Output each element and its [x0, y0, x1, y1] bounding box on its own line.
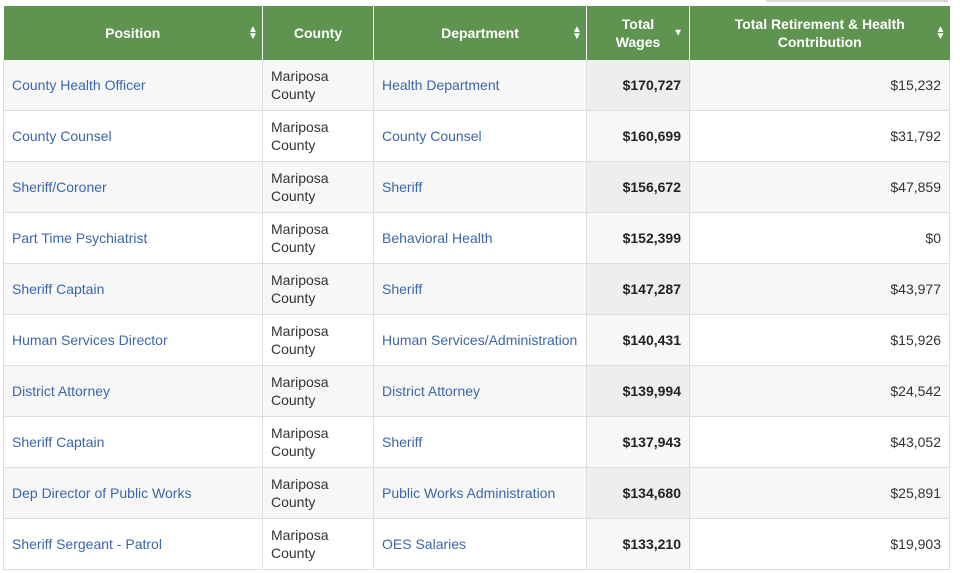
department-link[interactable]: County Counsel	[373, 110, 587, 162]
column-header-county[interactable]: County	[262, 6, 374, 60]
department-link[interactable]: Human Services/Administration	[373, 314, 587, 366]
position-link[interactable]: Sheriff/Coroner	[3, 161, 263, 213]
county-cell: Mariposa County	[262, 314, 374, 366]
county-cell: Mariposa County	[262, 416, 374, 468]
contribution-cell: $15,232	[689, 60, 950, 111]
table-row: County Counsel Mariposa County County Coun…	[3, 110, 950, 162]
contribution-cell: $43,977	[689, 263, 950, 315]
contribution-cell: $0	[689, 212, 950, 264]
county-cell: Mariposa County	[262, 467, 374, 519]
column-header-label: Total Retirement & Health Contribution	[734, 16, 905, 50]
table-row: County Health Officer Mariposa County Heal…	[3, 60, 950, 111]
department-link[interactable]: Sheriff	[373, 161, 587, 213]
position-link[interactable]: County Counsel	[3, 110, 263, 162]
sort-desc-icon[interactable]: ▼	[673, 27, 683, 39]
county-cell: Mariposa County	[262, 161, 374, 213]
salary-table: Position ▲▼ County Department ▲▼ Total W…	[3, 6, 950, 570]
county-cell: Mariposa County	[262, 110, 374, 162]
total-wages-cell: $152,399	[586, 212, 690, 264]
county-cell: Mariposa County	[262, 60, 374, 111]
sort-icon[interactable]: ▲▼	[935, 24, 946, 42]
county-cell: Mariposa County	[262, 263, 374, 315]
total-wages-cell: $139,994	[586, 365, 690, 417]
column-header-label: Total Wages	[615, 16, 661, 50]
total-wages-cell: $137,943	[586, 416, 690, 468]
department-link[interactable]: OES Salaries	[373, 518, 587, 570]
position-link[interactable]: Dep Director of Public Works	[3, 467, 263, 519]
total-wages-cell: $160,699	[586, 110, 690, 162]
table-header-row: Position ▲▼ County Department ▲▼ Total W…	[3, 6, 950, 60]
position-link[interactable]: Part Time Psychiatrist	[3, 212, 263, 264]
search-box-edge	[766, 0, 948, 2]
department-link[interactable]: Health Department	[373, 60, 587, 111]
position-link[interactable]: Human Services Director	[3, 314, 263, 366]
column-header-label: Department	[441, 25, 519, 41]
department-link[interactable]: District Attorney	[373, 365, 587, 417]
column-header-total-wages[interactable]: Total Wages ▼	[586, 6, 690, 60]
position-link[interactable]: Sheriff Captain	[3, 416, 263, 468]
department-link[interactable]: Behavioral Health	[373, 212, 587, 264]
table-row: Sheriff/Coroner Mariposa County Sheriff $15…	[3, 161, 950, 213]
table-row: Sheriff Sergeant - Patrol Mariposa County…	[3, 518, 950, 570]
table-row: District Attorney Mariposa County District…	[3, 365, 950, 417]
column-header-position[interactable]: Position ▲▼	[3, 6, 263, 60]
total-wages-cell: $134,680	[586, 467, 690, 519]
table-row: Human Services Director Mariposa County Hu…	[3, 314, 950, 366]
total-wages-cell: $147,287	[586, 263, 690, 315]
position-link[interactable]: Sheriff Captain	[3, 263, 263, 315]
total-wages-cell: $156,672	[586, 161, 690, 213]
position-link[interactable]: District Attorney	[3, 365, 263, 417]
column-header-department[interactable]: Department ▲▼	[373, 6, 587, 60]
contribution-cell: $31,792	[689, 110, 950, 162]
column-header-contribution[interactable]: Total Retirement & Health Contribution ▲…	[689, 6, 950, 60]
contribution-cell: $43,052	[689, 416, 950, 468]
column-header-label: County	[293, 25, 343, 41]
table-row: Sheriff Captain Mariposa County Sheriff $13…	[3, 416, 950, 468]
position-link[interactable]: County Health Officer	[3, 60, 263, 111]
department-link[interactable]: Sheriff	[373, 416, 587, 468]
county-cell: Mariposa County	[262, 518, 374, 570]
total-wages-cell: $140,431	[586, 314, 690, 366]
contribution-cell: $15,926	[689, 314, 950, 366]
contribution-cell: $47,859	[689, 161, 950, 213]
total-wages-cell: $170,727	[586, 60, 690, 111]
sort-icon[interactable]: ▲▼	[572, 24, 582, 42]
contribution-cell: $25,891	[689, 467, 950, 519]
department-link[interactable]: Sheriff	[373, 263, 587, 315]
contribution-cell: $24,542	[689, 365, 950, 417]
table-row: Sheriff Captain Mariposa County Sheriff $14…	[3, 263, 950, 315]
department-link[interactable]: Public Works Administration	[373, 467, 587, 519]
county-cell: Mariposa County	[262, 212, 374, 264]
position-link[interactable]: Sheriff Sergeant - Patrol	[3, 518, 263, 570]
table-row: Part Time Psychiatrist Mariposa County Beh…	[3, 212, 950, 264]
sort-icon[interactable]: ▲▼	[248, 24, 258, 42]
total-wages-cell: $133,210	[586, 518, 690, 570]
column-header-label: Position	[105, 25, 161, 41]
table-row: Dep Director of Public Works Mariposa Cou…	[3, 467, 950, 519]
contribution-cell: $19,903	[689, 518, 950, 570]
county-cell: Mariposa County	[262, 365, 374, 417]
